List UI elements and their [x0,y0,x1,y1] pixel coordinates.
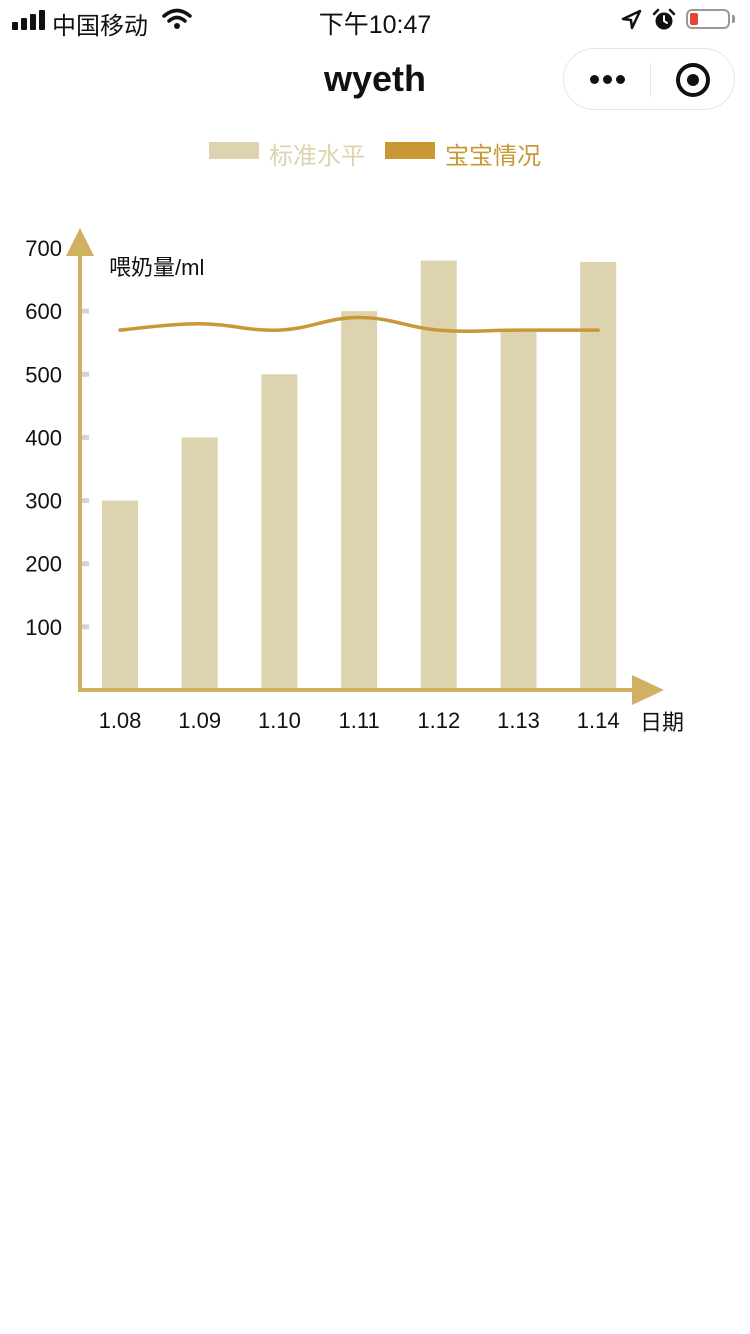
x-tick-label-1.11: 1.11 [339,708,380,733]
close-program-icon[interactable] [676,63,710,97]
y-tick-label-300: 300 [25,489,62,514]
chart-legend: 标准水平 宝宝情况 [0,136,750,170]
baby-intake-line [118,315,600,333]
carrier-name: 中国移动 [52,13,148,40]
y-tick-mark-400 [82,434,89,440]
y-axis-arrow [66,228,94,256]
legend-label-baby: 宝宝情况 [445,143,541,170]
bar-1.14 [580,261,617,690]
y-tick-label-200: 200 [25,552,62,577]
y-tick-mark-300 [82,498,89,504]
page-title: wyeth [323,58,427,99]
y-tick-label-100: 100 [25,615,62,640]
legend-swatch-standard [209,142,259,159]
signal-icon [12,10,46,30]
x-tick-label-1.09: 1.09 [178,708,221,733]
y-tick-mark-600 [82,308,89,314]
wifi-icon [162,8,192,29]
bar-1.12 [420,260,457,690]
capsule-divider [650,63,651,97]
alarm-clock-icon [652,8,676,30]
chart-svg: 100 200 300 400 500 600 700 1.08 1.09 1.10 1.11 1.1… [25,228,684,735]
x-tick-label-1.10: 1.10 [258,708,301,733]
y-tick-mark-100 [82,624,89,630]
y-tick-label-400: 400 [25,425,62,450]
y-tick-mark-500 [82,371,89,377]
status-bar: 中国移动 下午10:47 [0,0,750,40]
location-arrow-icon [621,9,642,30]
x-tick-label-1.13: 1.13 [497,708,540,733]
battery-tip [732,15,735,23]
x-tick-label-1.14: 1.14 [577,708,620,733]
bar-1.13 [500,330,537,690]
y-tick-label-700: 700 [25,236,62,261]
bar-1.08 [102,500,138,690]
x-axis-title: 日期 [640,710,684,735]
mini-program-capsule [563,48,735,110]
feeding-chart: 100 200 300 400 500 600 700 1.08 1.09 1.10 1.11 1.1… [0,220,750,760]
legend-label-standard: 标准水平 [269,143,365,170]
y-axis-title: 喂奶量/ml [109,255,204,280]
y-tick-mark-200 [82,561,89,567]
bar-1.09 [181,437,218,690]
bar-1.10 [261,374,298,690]
x-axis-arrow [632,675,664,705]
bar-1.11 [341,311,378,690]
y-tick-label-600: 600 [25,299,62,324]
battery-icon [686,9,730,29]
x-tick-label-1.12: 1.12 [417,708,460,733]
legend-swatch-baby [385,142,435,159]
more-options-icon[interactable] [564,49,650,109]
x-tick-label-1.08: 1.08 [99,708,142,733]
y-tick-label-500: 500 [25,362,62,387]
status-time: 下午10:47 [318,11,432,39]
